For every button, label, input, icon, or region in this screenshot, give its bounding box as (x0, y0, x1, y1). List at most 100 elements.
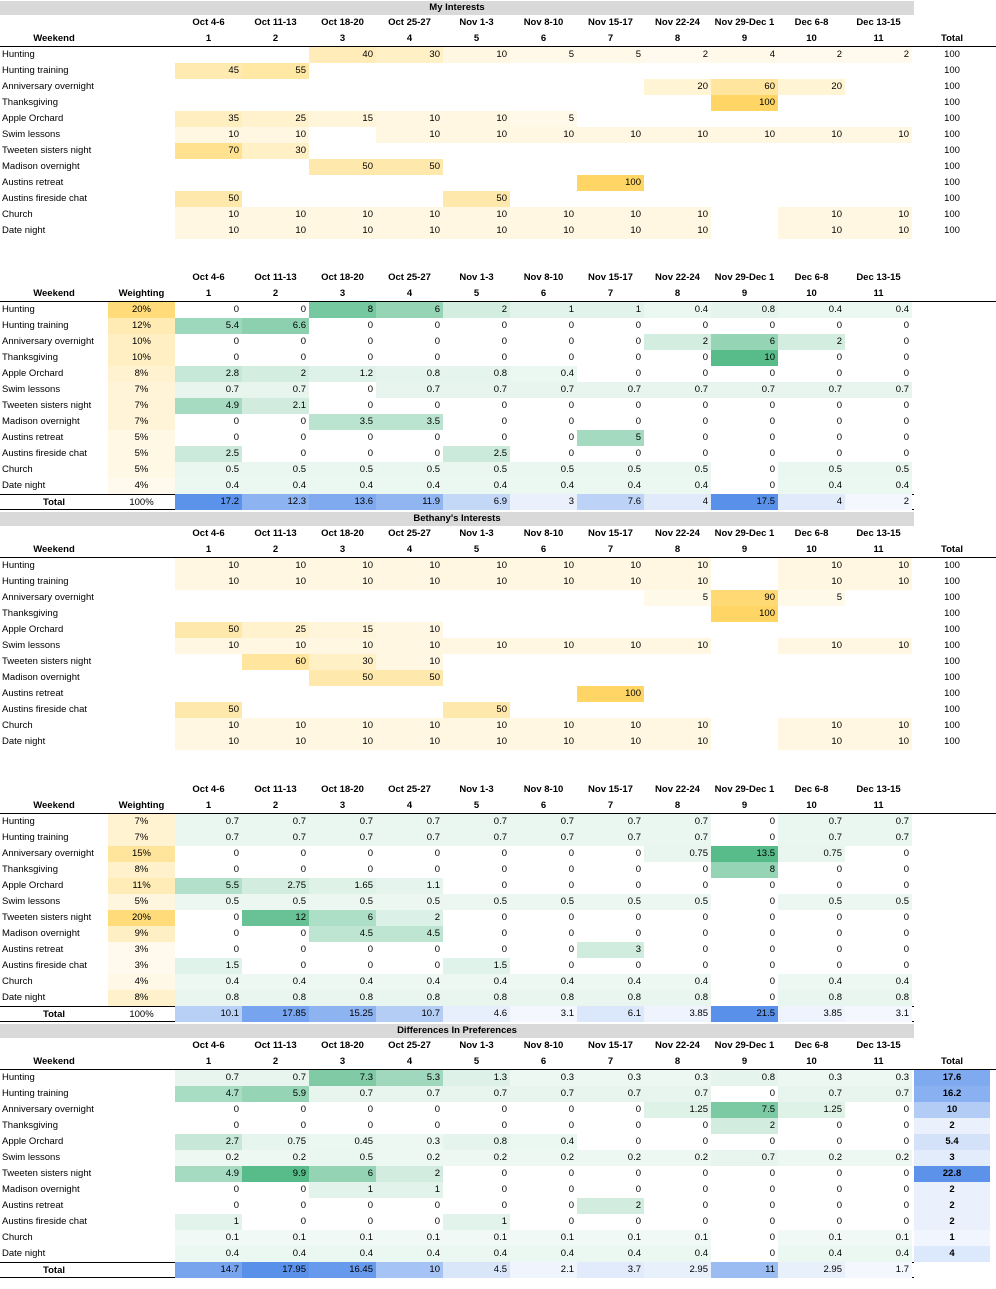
column-total-cell[interactable]: 17.95 (242, 1262, 309, 1278)
week-number[interactable]: 3 (339, 33, 346, 44)
value-cell[interactable]: 0.5 (778, 462, 845, 478)
value-cell[interactable] (644, 686, 711, 702)
value-cell[interactable]: 0 (635, 1104, 641, 1115)
value-cell[interactable]: 0.4 (175, 974, 242, 990)
value-cell[interactable]: 0.7 (644, 830, 711, 846)
row-total-cell[interactable]: 100 (944, 49, 960, 60)
value-cell[interactable]: 0 (836, 1136, 842, 1147)
value-cell[interactable]: 0 (568, 320, 574, 331)
activity-label[interactable]: Thanksgiving (2, 608, 58, 619)
week-number[interactable]: 9 (741, 1056, 748, 1067)
week-header[interactable]: Nov 1-3 (459, 1040, 494, 1051)
value-cell[interactable]: 0.4 (376, 478, 443, 494)
column-total-cell[interactable]: 17.85 (242, 1006, 309, 1022)
value-cell[interactable]: 0.4 (510, 1246, 577, 1262)
column-total-cell[interactable]: 3.1 (510, 1006, 577, 1022)
weighting-cell[interactable]: 4% (108, 974, 175, 990)
value-cell[interactable]: 0 (367, 352, 373, 363)
value-cell[interactable]: 10 (443, 223, 510, 239)
week-number[interactable]: 8 (674, 288, 681, 299)
value-cell[interactable] (778, 670, 845, 686)
row-total-cell[interactable]: 100 (944, 129, 960, 140)
week-header[interactable]: Oct 18-20 (321, 17, 364, 28)
value-cell[interactable] (711, 654, 778, 670)
value-cell[interactable]: 0.5 (845, 894, 912, 910)
week-number[interactable]: 1 (205, 800, 212, 811)
value-cell[interactable]: 4.9 (175, 398, 242, 414)
value-cell[interactable] (845, 654, 912, 670)
value-cell[interactable] (778, 111, 845, 127)
value-cell[interactable]: 0.5 (577, 894, 644, 910)
value-cell[interactable]: 0 (702, 352, 708, 363)
weighting-cell[interactable]: 15% (108, 846, 175, 862)
value-cell[interactable]: 10 (711, 127, 778, 143)
column-total-cell[interactable]: 3.85 (778, 1006, 845, 1022)
value-cell[interactable]: 0 (568, 864, 574, 875)
value-cell[interactable]: 10 (778, 574, 845, 590)
row-total-cell[interactable]: 2 (914, 1182, 990, 1198)
value-cell[interactable]: 0.4 (309, 1246, 376, 1262)
activity-label[interactable]: Thanksgiving (2, 97, 58, 108)
value-cell[interactable]: 10 (376, 622, 443, 638)
value-cell[interactable] (175, 175, 242, 191)
week-number[interactable]: 11 (873, 33, 884, 44)
week-header[interactable]: Dec 13-15 (856, 528, 901, 539)
value-cell[interactable]: 7.3 (309, 1070, 376, 1086)
value-cell[interactable]: 10 (309, 574, 376, 590)
value-cell[interactable]: 0.4 (443, 478, 510, 494)
value-cell[interactable]: 0.8 (309, 990, 376, 1006)
value-cell[interactable]: 0.2 (376, 1150, 443, 1166)
value-cell[interactable] (644, 702, 711, 718)
value-cell[interactable]: 0 (300, 1104, 306, 1115)
week-number[interactable]: 7 (607, 288, 614, 299)
value-cell[interactable] (309, 590, 376, 606)
value-cell[interactable] (577, 191, 644, 207)
value-cell[interactable]: 0 (568, 448, 574, 459)
value-cell[interactable] (778, 175, 845, 191)
value-cell[interactable]: 10 (443, 558, 510, 574)
value-cell[interactable] (711, 111, 778, 127)
value-cell[interactable]: 0 (836, 880, 842, 891)
activity-label[interactable]: Thanksgiving (2, 352, 58, 363)
value-cell[interactable]: 0 (769, 896, 775, 907)
value-cell[interactable]: 0.7 (309, 814, 376, 830)
value-cell[interactable]: 0 (434, 320, 440, 331)
activity-label[interactable]: Date night (2, 736, 46, 747)
value-cell[interactable] (711, 670, 778, 686)
value-cell[interactable]: 0.8 (175, 990, 242, 1006)
row-total-cell[interactable]: 4 (914, 1246, 990, 1262)
value-cell[interactable]: 2.75 (242, 878, 309, 894)
week-header[interactable]: Nov 15-17 (588, 17, 633, 28)
value-cell[interactable] (443, 654, 510, 670)
value-cell[interactable]: 0.3 (644, 1070, 711, 1086)
value-cell[interactable] (644, 143, 711, 159)
value-cell[interactable]: 0.8 (443, 990, 510, 1006)
value-cell[interactable]: 0 (635, 416, 641, 427)
value-cell[interactable]: 1 (577, 302, 644, 318)
value-cell[interactable]: 5 (778, 590, 845, 606)
column-total-cell[interactable]: 2.95 (644, 1262, 711, 1278)
value-cell[interactable] (175, 654, 242, 670)
week-header[interactable]: Oct 4-6 (192, 1040, 225, 1051)
weighting-cell[interactable]: 11% (108, 878, 175, 894)
value-cell[interactable] (510, 79, 577, 95)
value-cell[interactable]: 0 (635, 1168, 641, 1179)
value-cell[interactable] (443, 79, 510, 95)
activity-label[interactable]: Thanksgiving (2, 1120, 58, 1131)
value-cell[interactable]: 0 (233, 1200, 239, 1211)
weighting-cell[interactable]: 5% (108, 446, 175, 462)
week-number[interactable]: 8 (674, 1056, 681, 1067)
row-total-cell[interactable]: 100 (944, 688, 960, 699)
value-cell[interactable]: 10 (778, 558, 845, 574)
value-cell[interactable] (644, 175, 711, 191)
value-cell[interactable]: 0.3 (778, 1070, 845, 1086)
value-cell[interactable]: 0 (635, 880, 641, 891)
value-cell[interactable]: 0 (568, 880, 574, 891)
value-cell[interactable]: 0.3 (376, 1134, 443, 1150)
value-cell[interactable]: 0.7 (309, 830, 376, 846)
row-total-cell[interactable]: 100 (944, 65, 960, 76)
value-cell[interactable]: 0 (300, 1120, 306, 1131)
value-cell[interactable]: 0 (300, 304, 306, 315)
week-number[interactable]: 7 (607, 1056, 614, 1067)
weekend-header[interactable]: Weekend (33, 544, 75, 555)
